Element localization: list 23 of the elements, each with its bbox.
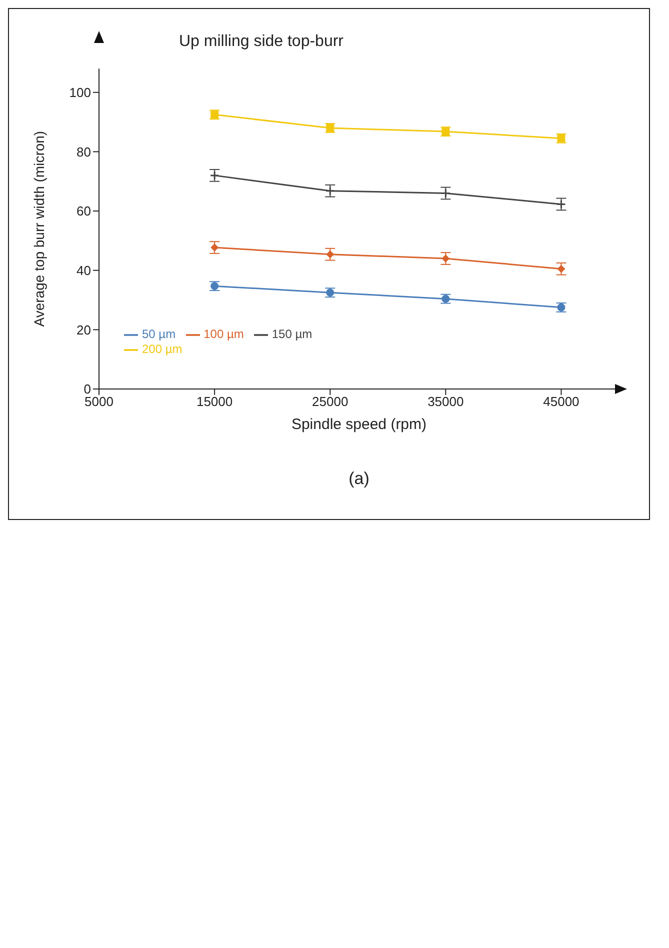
y-tick-label: 0 xyxy=(84,382,91,397)
point xyxy=(557,264,566,273)
y-tick-label: 100 xyxy=(69,85,91,100)
point xyxy=(326,250,334,258)
chart-title: Up milling side top-burr xyxy=(179,33,344,51)
point xyxy=(210,244,219,252)
x-tick-label: 35000 xyxy=(428,394,464,410)
x-tick-label: 45000 xyxy=(543,394,580,410)
y-tick-label: 60 xyxy=(76,204,91,219)
legend-label: 100 µm xyxy=(204,327,244,341)
y-axis-title: Average top burr width (micron) xyxy=(30,130,47,327)
point xyxy=(442,254,450,262)
legend-label: 150 µm xyxy=(272,327,312,341)
x-tick-label: 5000 xyxy=(84,394,114,410)
x-axis-title: Spindle speed (rpm) xyxy=(291,416,427,433)
y-tick-label: 80 xyxy=(76,144,91,160)
y-tick-label: 40 xyxy=(76,262,91,278)
legend-label: 50 µm xyxy=(142,327,176,341)
text: (a) xyxy=(348,469,370,489)
x-tick-label: 25000 xyxy=(312,394,348,410)
legend-label: 200 µm xyxy=(142,342,182,356)
y-tick-label: 20 xyxy=(76,322,91,338)
x-tick-label: 15000 xyxy=(196,394,233,410)
